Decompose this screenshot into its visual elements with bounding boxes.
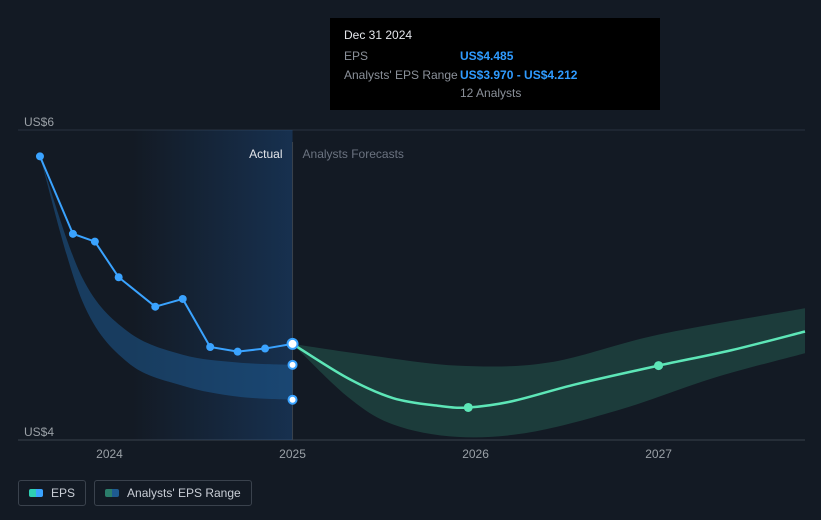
- tooltip-date: Dec 31 2024: [344, 28, 646, 42]
- svg-text:2027: 2027: [645, 447, 672, 461]
- svg-text:2026: 2026: [462, 447, 489, 461]
- tooltip-eps-value: US$4.485: [460, 48, 513, 65]
- svg-text:Actual: Actual: [249, 147, 282, 161]
- svg-text:US$6: US$6: [24, 115, 54, 129]
- legend-swatch-range: [105, 489, 119, 497]
- legend-item-range[interactable]: Analysts' EPS Range: [94, 480, 252, 506]
- svg-text:2024: 2024: [96, 447, 123, 461]
- svg-text:Analysts Forecasts: Analysts Forecasts: [303, 147, 404, 161]
- svg-text:US$4: US$4: [24, 425, 54, 439]
- legend-swatch-eps: [29, 489, 43, 497]
- tooltip-analyst-count: 12 Analysts: [460, 86, 646, 100]
- legend-item-eps[interactable]: EPS: [18, 480, 86, 506]
- chart-tooltip: Dec 31 2024 EPS US$4.485 Analysts' EPS R…: [330, 18, 660, 110]
- svg-text:2025: 2025: [279, 447, 306, 461]
- tooltip-eps-label: EPS: [344, 48, 460, 65]
- chart-legend: EPS Analysts' EPS Range: [18, 480, 252, 506]
- legend-label-range: Analysts' EPS Range: [127, 486, 241, 500]
- legend-label-eps: EPS: [51, 486, 75, 500]
- tooltip-range-value: US$3.970 - US$4.212: [460, 67, 577, 84]
- tooltip-range-label: Analysts' EPS Range: [344, 67, 460, 84]
